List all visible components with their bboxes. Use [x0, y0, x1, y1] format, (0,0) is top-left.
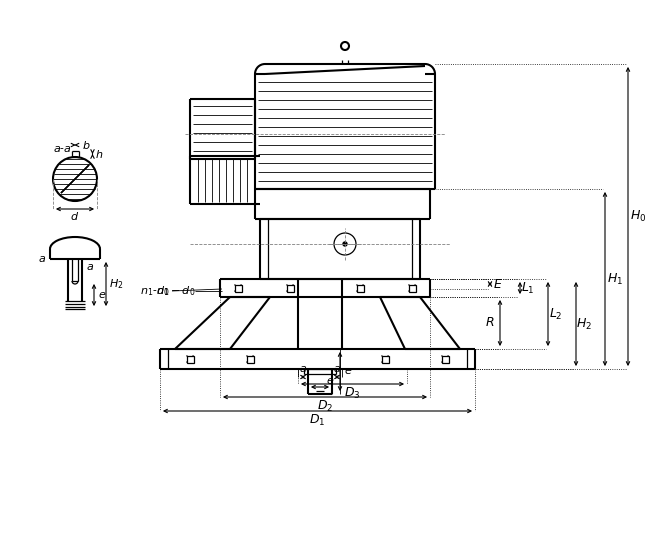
Text: $D_2$: $D_2$ — [317, 399, 333, 413]
Text: $a$: $a$ — [333, 364, 341, 374]
Bar — [441, 356, 448, 362]
Text: $a$: $a$ — [86, 262, 94, 272]
Text: $b$: $b$ — [83, 139, 91, 151]
Text: $D_1$: $D_1$ — [309, 412, 326, 428]
Bar — [187, 356, 194, 362]
Text: $H_2$: $H_2$ — [109, 277, 124, 291]
Text: $n_1$-$d_0$: $n_1$-$d_0$ — [140, 284, 170, 298]
Text: $R$: $R$ — [486, 317, 495, 329]
Text: $H_1$: $H_1$ — [607, 271, 623, 287]
Text: $a$-$a$: $a$-$a$ — [53, 144, 72, 154]
Text: $D_3$: $D_3$ — [344, 385, 361, 401]
Text: $e$: $e$ — [98, 290, 106, 300]
Bar — [356, 284, 363, 292]
Text: $n_1-d_0$: $n_1-d_0$ — [155, 284, 195, 298]
Text: $H_2$: $H_2$ — [576, 316, 592, 332]
Text: $d$: $d$ — [70, 210, 79, 222]
Text: $H_0$: $H_0$ — [630, 209, 646, 224]
Circle shape — [343, 242, 347, 246]
Bar — [408, 284, 415, 292]
Bar — [382, 356, 389, 362]
Text: $e$: $e$ — [326, 376, 334, 386]
Text: $h$: $h$ — [96, 148, 103, 160]
Bar — [235, 284, 242, 292]
Text: $a$: $a$ — [299, 364, 307, 374]
Text: $E$: $E$ — [493, 277, 503, 290]
Text: $a$: $a$ — [38, 254, 46, 264]
Text: $e$: $e$ — [344, 367, 352, 377]
Bar — [287, 284, 294, 292]
Text: $L_1$: $L_1$ — [521, 281, 535, 295]
Bar — [246, 356, 254, 362]
Text: $L_2$: $L_2$ — [549, 306, 563, 322]
